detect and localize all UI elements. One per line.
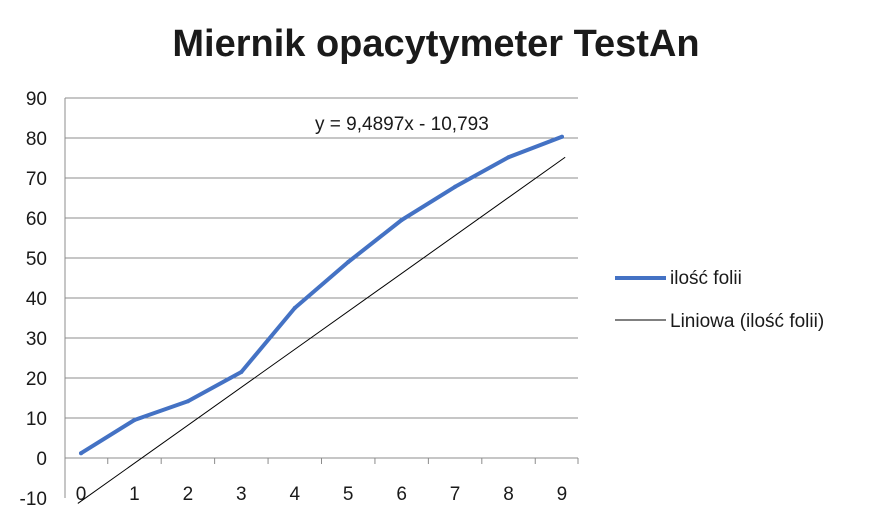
y-tick-label: -10	[20, 489, 47, 510]
y-tick-label: 0	[36, 449, 47, 470]
data-point	[453, 184, 458, 189]
x-tick-label: 1	[129, 484, 140, 505]
x-tick-label: 7	[450, 484, 461, 505]
x-tick-label: 0	[76, 484, 87, 505]
grid-lines	[65, 97, 578, 459]
y-tick-label: 80	[26, 129, 47, 150]
legend-label-trendline: Liniowa (ilość folii)	[670, 311, 824, 332]
y-axis-ticks: -10 0 10 20 30 40 50 60 70 80 90	[20, 89, 47, 510]
legend: ilość folii Liniowa (ilość folii)	[615, 268, 824, 332]
y-tick-label: 20	[26, 369, 47, 390]
data-point	[559, 134, 564, 139]
y-tick-label: 90	[26, 89, 47, 110]
y-tick-label: 40	[26, 289, 47, 310]
chart-title: Miernik opacytymeter TestAn	[172, 23, 699, 65]
data-point	[399, 218, 404, 222]
y-tick-label: 60	[26, 209, 47, 230]
data-point	[506, 155, 511, 160]
data-point	[239, 370, 244, 374]
data-point	[79, 451, 84, 456]
series-line	[79, 134, 564, 456]
y-tick-label: 10	[26, 409, 47, 430]
x-tick-label: 8	[503, 484, 514, 505]
legend-label-series: ilość folii	[670, 268, 742, 289]
trendline-equation: y = 9,4897x - 10,793	[315, 114, 489, 135]
y-tick-label: 30	[26, 329, 47, 350]
axes	[64, 98, 579, 498]
x-tick-label: 5	[343, 484, 354, 505]
data-point	[346, 260, 351, 264]
data-point	[185, 399, 190, 404]
x-tick-label: 4	[289, 484, 300, 505]
x-tick-label: 6	[396, 484, 407, 505]
y-tick-label: 50	[26, 249, 47, 270]
data-point	[132, 418, 137, 422]
data-point	[292, 306, 297, 310]
x-tick-label: 3	[236, 484, 247, 505]
x-tick-label: 9	[557, 484, 568, 505]
plot-area	[77, 134, 566, 504]
trendline	[77, 156, 566, 504]
y-tick-label: 70	[26, 169, 47, 190]
x-axis-ticks: 0 1 2 3 4 5 6 7 8 9	[76, 484, 568, 505]
x-tick-label: 2	[183, 484, 194, 505]
